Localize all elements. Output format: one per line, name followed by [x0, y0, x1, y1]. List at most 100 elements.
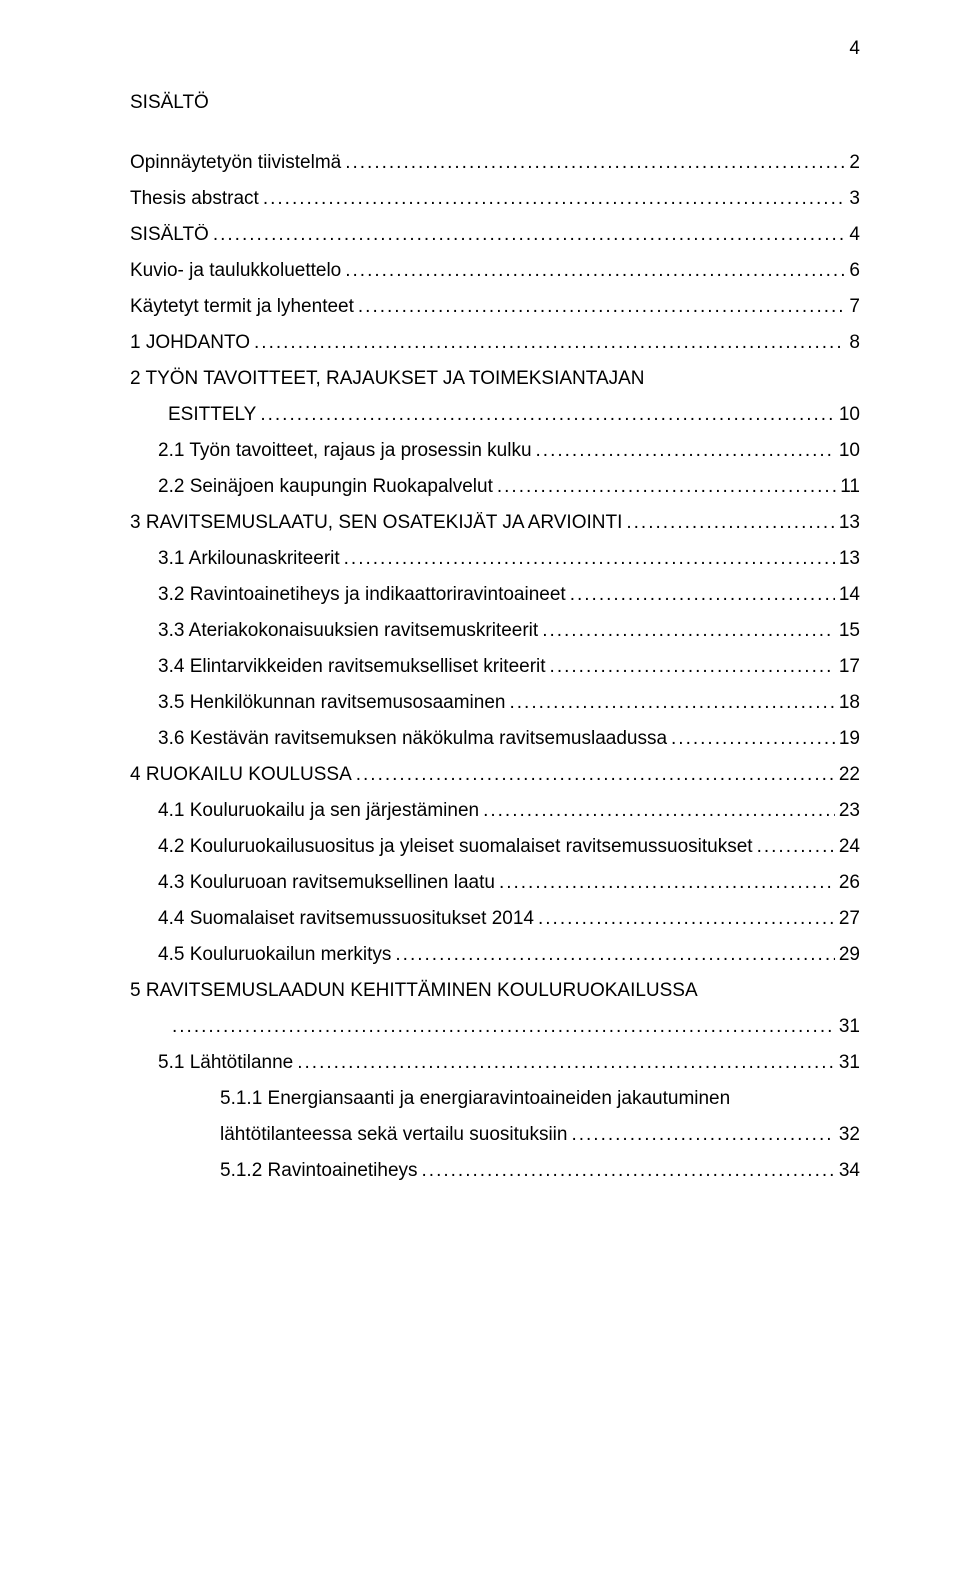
toc-entry: Opinnäytetyön tiivistelmä 2 [130, 152, 860, 174]
toc-entry-label: ESITTELY [168, 404, 256, 426]
toc-entry-page: 34 [839, 1160, 860, 1182]
toc-entry: Thesis abstract 3 [130, 188, 860, 210]
toc-entry: SISÄLTÖ 4 [130, 224, 860, 246]
toc-entry-label: 2.2 Seinäjoen kaupungin Ruokapalvelut [158, 476, 493, 498]
toc-entry-page: 14 [839, 584, 860, 606]
toc-leader-dots [571, 1124, 834, 1146]
toc-entry-label: Käytetyt termit ja lyhenteet [130, 296, 354, 318]
toc-entry-page: 10 [839, 440, 860, 462]
toc-entry-page: 15 [839, 620, 860, 642]
toc-entry-label: 1 JOHDANTO [130, 332, 250, 354]
toc-title: SISÄLTÖ [130, 92, 860, 114]
toc-entry-label: 3.2 Ravintoainetiheys ja indikaattorirav… [158, 584, 566, 606]
toc-entry: 5.1.2 Ravintoainetiheys 34 [130, 1160, 860, 1182]
toc-entry-page: 29 [839, 944, 860, 966]
toc-entry-page: 7 [849, 296, 860, 318]
toc-entry-label: 2.1 Työn tavoitteet, rajaus ja prosessin… [158, 440, 532, 462]
toc-entry-label: lähtötilanteessa sekä vertailu suosituks… [220, 1124, 567, 1146]
toc-entry: 3.2 Ravintoainetiheys ja indikaattorirav… [130, 584, 860, 606]
toc-entry-label: 4.2 Kouluruokailusuositus ja yleiset suo… [158, 836, 753, 858]
toc-entry-page: 19 [839, 728, 860, 750]
toc-entry: 3.3 Ateriakokonaisuuksien ravitsemuskrit… [130, 620, 860, 642]
toc-entry: 3.6 Kestävän ravitsemuksen näkökulma rav… [130, 728, 860, 750]
page-number: 4 [849, 38, 860, 60]
toc-leader-dots [254, 332, 845, 354]
toc-entry-page: 13 [839, 512, 860, 534]
toc-entry-label: 5.1.2 Ravintoainetiheys [220, 1160, 418, 1182]
toc-leader-dots [509, 692, 834, 714]
toc-leader-dots [260, 404, 835, 426]
toc-entry-page: 3 [849, 188, 860, 210]
toc-leader-dots [483, 800, 835, 822]
toc-entry: Käytetyt termit ja lyhenteet 7 [130, 296, 860, 318]
toc-leader-dots [297, 1052, 835, 1074]
toc-entry: 1 JOHDANTO 8 [130, 332, 860, 354]
toc-leader-dots [757, 836, 835, 858]
toc-entry-label: 3.1 Arkilounaskriteerit [158, 548, 340, 570]
toc-entry-page: 23 [839, 800, 860, 822]
toc-entry-page: 17 [839, 656, 860, 678]
toc-entry-page: 22 [839, 764, 860, 786]
toc-entry: 5.1 Lähtötilanne 31 [130, 1052, 860, 1074]
toc-entry-label: 4.5 Kouluruokailun merkitys [158, 944, 391, 966]
toc-entry-label: 5.1.1 Energiansaanti ja energiaravintoai… [220, 1088, 860, 1110]
toc-leader-dots [395, 944, 834, 966]
toc-entry-page: 18 [839, 692, 860, 714]
toc-entry-page: 8 [849, 332, 860, 354]
toc-leader-dots [626, 512, 834, 534]
toc-leader-dots [550, 656, 835, 678]
toc-entry: 3.1 Arkilounaskriteerit 13 [130, 548, 860, 570]
toc-entry-page: 31 [839, 1052, 860, 1074]
toc-leader-dots [570, 584, 835, 606]
toc-leader-dots [358, 296, 846, 318]
toc-entry-page: 13 [839, 548, 860, 570]
toc-entry-label: Opinnäytetyön tiivistelmä [130, 152, 341, 174]
toc-entry-page: 6 [849, 260, 860, 282]
toc-entry-label: 5.1 Lähtötilanne [158, 1052, 293, 1074]
toc-leader-dots [172, 1016, 835, 1038]
toc-leader-dots [538, 908, 835, 930]
toc-leader-dots [345, 152, 845, 174]
toc-entry-label: 4 RUOKAILU KOULUSSA [130, 764, 352, 786]
toc-entry-page: 2 [849, 152, 860, 174]
toc-entry: 4.2 Kouluruokailusuositus ja yleiset suo… [130, 836, 860, 858]
toc-entry: 31 [130, 1016, 860, 1038]
toc-leader-dots [213, 224, 846, 246]
toc-entry-label: 3.3 Ateriakokonaisuuksien ravitsemuskrit… [158, 620, 538, 642]
toc-leader-dots [345, 260, 845, 282]
toc-leader-dots [671, 728, 835, 750]
toc-entry-label: Thesis abstract [130, 188, 259, 210]
toc-entry: 4.5 Kouluruokailun merkitys 29 [130, 944, 860, 966]
toc-entry-page: 4 [849, 224, 860, 246]
toc-entry: 2.1 Työn tavoitteet, rajaus ja prosessin… [130, 440, 860, 462]
toc-entry-label: 4.1 Kouluruokailu ja sen järjestäminen [158, 800, 479, 822]
toc-entry: 4.3 Kouluruoan ravitsemuksellinen laatu2… [130, 872, 860, 894]
toc-entry-page: 26 [839, 872, 860, 894]
toc-leader-dots [263, 188, 846, 210]
toc-entry-page: 27 [839, 908, 860, 930]
toc-leader-dots [497, 476, 836, 498]
toc-entry-page: 32 [839, 1124, 860, 1146]
toc-entry: ESITTELY 10 [130, 404, 860, 426]
toc-entry: 3 RAVITSEMUSLAATU, SEN OSATEKIJÄT JA ARV… [130, 512, 860, 534]
toc-entry: 2.2 Seinäjoen kaupungin Ruokapalvelut11 [130, 476, 860, 498]
toc-entry: 4.4 Suomalaiset ravitsemussuositukset 20… [130, 908, 860, 930]
toc-entry-label: 3.4 Elintarvikkeiden ravitsemukselliset … [158, 656, 546, 678]
toc-entry: 4.1 Kouluruokailu ja sen järjestäminen 23 [130, 800, 860, 822]
toc-leader-dots [356, 764, 835, 786]
toc-leader-dots [499, 872, 835, 894]
toc-entry-label: 3.5 Henkilökunnan ravitsemusosaaminen [158, 692, 505, 714]
toc-entry: 3.5 Henkilökunnan ravitsemusosaaminen 18 [130, 692, 860, 714]
toc-entry-page: 31 [839, 1016, 860, 1038]
toc-entry-label: 5 RAVITSEMUSLAADUN KEHITTÄMINEN KOULURUO… [130, 980, 860, 1002]
toc-leader-dots [542, 620, 835, 642]
toc-entry-page: 24 [839, 836, 860, 858]
toc-entry-label: 3 RAVITSEMUSLAATU, SEN OSATEKIJÄT JA ARV… [130, 512, 622, 534]
toc-entry-label: 2 TYÖN TAVOITTEET, RAJAUKSET JA TOIMEKSI… [130, 368, 860, 390]
toc-entry-label: SISÄLTÖ [130, 224, 209, 246]
toc-entry-label: 3.6 Kestävän ravitsemuksen näkökulma rav… [158, 728, 667, 750]
toc-entry: lähtötilanteessa sekä vertailu suosituks… [130, 1124, 860, 1146]
toc-entry-page: 10 [839, 404, 860, 426]
toc-leader-dots [344, 548, 835, 570]
toc-entry: Kuvio- ja taulukkoluettelo6 [130, 260, 860, 282]
